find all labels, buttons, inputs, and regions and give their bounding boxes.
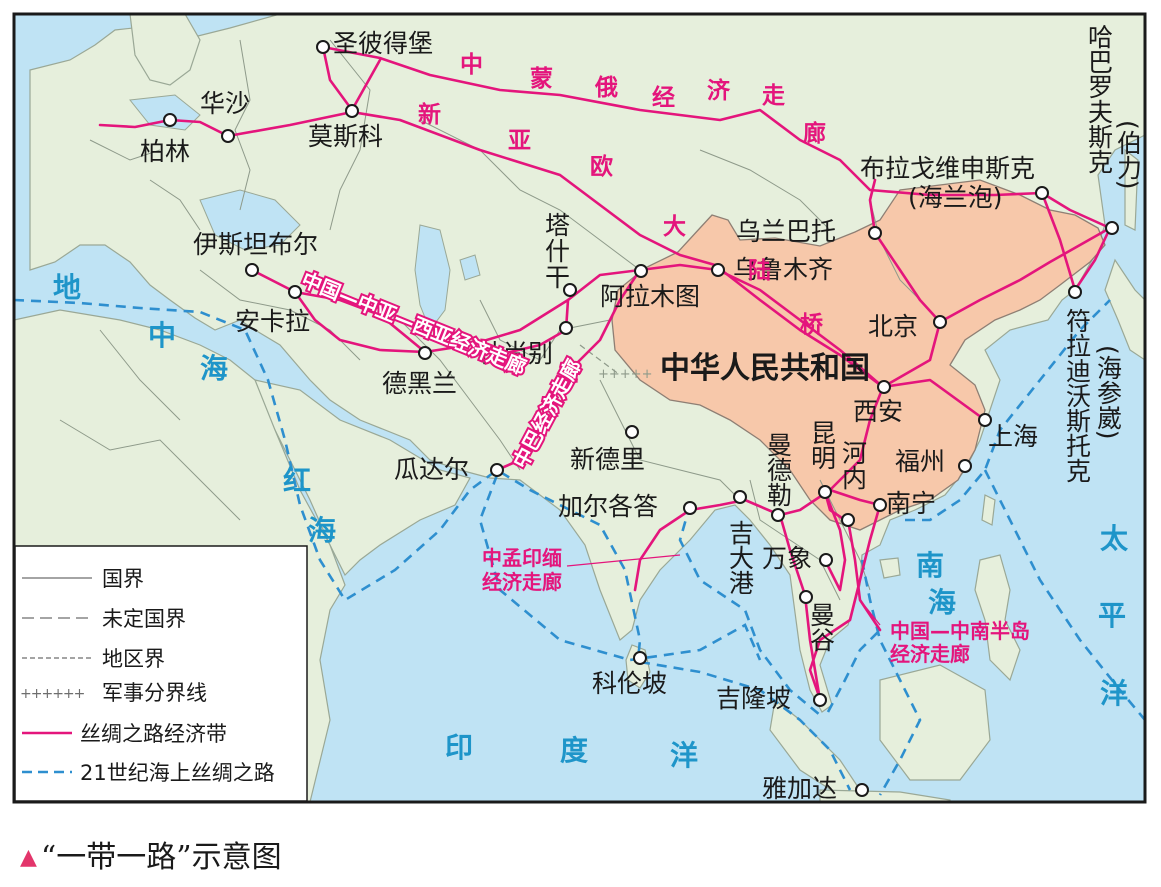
route-cmr-char-6: 走 bbox=[762, 83, 785, 109]
city-chittagong: 吉大港 bbox=[726, 520, 755, 595]
city-ankara: 安卡拉 bbox=[235, 307, 310, 336]
city-beijing: 北京 bbox=[868, 312, 918, 341]
sea-south-china-2: 海 bbox=[928, 586, 956, 619]
sea-indian-2: 度 bbox=[560, 734, 588, 767]
city-ulaanbaatar: 乌兰巴托 bbox=[736, 217, 836, 246]
city-shanghai: 上海 bbox=[988, 422, 1038, 451]
sea-mediterranean-2: 中 bbox=[148, 319, 176, 352]
disputed-border bbox=[579, 344, 621, 376]
route-cmr-char-7: 廊 bbox=[803, 120, 826, 147]
maritime-silk-road bbox=[14, 298, 1145, 796]
corridor-cicp-line1: 中国—中南半岛 bbox=[890, 619, 1030, 643]
route-eurasia-char-5: 陆 bbox=[748, 258, 771, 284]
city-vientiane: 万象 bbox=[762, 544, 812, 573]
sea-red-2: 海 bbox=[308, 514, 336, 547]
legend-label-national-border: 国界 bbox=[102, 567, 144, 591]
legend-label-undetermined-border: 未定国界 bbox=[102, 607, 186, 631]
legend-label-regional-border: 地区界 bbox=[102, 647, 165, 671]
route-eurasia-char-2: 亚 bbox=[508, 128, 531, 154]
caption-text: “一带一路”示意图 bbox=[40, 840, 282, 875]
route-cmr-char-2: 蒙 bbox=[530, 66, 553, 92]
sea-south-china-1: 南 bbox=[916, 549, 944, 582]
city-xian: 西安 bbox=[853, 397, 903, 426]
sea-red-1: 红 bbox=[283, 464, 311, 497]
route-eurasia-char-1: 新 bbox=[418, 101, 441, 128]
city-tashkent: 塔什干 bbox=[542, 212, 571, 290]
city-khabarovsk-note: (伯力) bbox=[1114, 120, 1143, 190]
city-mandalay: 曼德勒 bbox=[764, 432, 793, 507]
city-moscow: 莫斯科 bbox=[308, 122, 383, 151]
city-petersburg: 圣彼得堡 bbox=[333, 29, 433, 58]
legend-label-silk-road-belt: 丝绸之路经济带 bbox=[80, 722, 227, 746]
city-berlin: 柏林 bbox=[140, 137, 190, 166]
legend-box bbox=[14, 545, 308, 802]
city-urumqi: 乌鲁木齐 bbox=[733, 255, 833, 284]
map-frame bbox=[12, 12, 1147, 804]
legend-label-maritime-silk-road: 21世纪海上丝绸之路 bbox=[80, 761, 275, 785]
city-tehran: 德黑兰 bbox=[382, 369, 457, 398]
route-cmr-char-3: 俄 bbox=[594, 75, 618, 101]
city-vladivostok-note: (海参崴) bbox=[1094, 345, 1123, 440]
route-eurasia-char-3: 欧 bbox=[590, 154, 613, 180]
triangle-marker-icon: ▲ bbox=[20, 845, 37, 870]
route-eurasia-char-4: 大 bbox=[663, 214, 686, 240]
country-china: 中华人民共和国 bbox=[660, 351, 870, 386]
city-markers bbox=[163, 40, 1119, 797]
city-kunming: 昆明 bbox=[808, 420, 837, 470]
legend: 国界 未定国界 地区界 ++++++ 军事分界线 丝绸之路经济带 21世纪海上丝… bbox=[14, 545, 308, 802]
sea-pacific-3: 洋 bbox=[1100, 677, 1128, 710]
corridor-cicp-line2: 经济走廊 bbox=[890, 642, 970, 666]
route-cmr-char-1: 中 bbox=[460, 52, 483, 78]
sea-indian-1: 印 bbox=[445, 731, 473, 764]
corridor-bcim-line1: 中孟印缅 bbox=[482, 546, 562, 570]
china-territory bbox=[611, 179, 1106, 531]
silk-road-economic-belt bbox=[98, 45, 1112, 707]
city-vladivostok: 符拉迪沃斯托克 bbox=[1063, 308, 1092, 483]
city-kuala-lumpur: 吉隆坡 bbox=[716, 684, 791, 713]
city-nanning: 南宁 bbox=[886, 489, 936, 518]
city-blagoveshchensk-note: (海兰泡) bbox=[908, 183, 1003, 212]
route-cmr-char-5: 济 bbox=[707, 77, 731, 104]
military-demarcation-marks: +++++ bbox=[598, 367, 652, 382]
sea-mediterranean-1: 地 bbox=[53, 271, 81, 304]
city-dushanbe: 杜尚别 bbox=[478, 339, 553, 368]
route-eurasia-char-6: 桥 bbox=[800, 311, 824, 338]
corridor-leader-lines bbox=[566, 554, 881, 626]
sea-pacific-2: 平 bbox=[1098, 599, 1126, 632]
city-blagoveshchensk: 布拉戈维申斯克 bbox=[860, 154, 1035, 183]
city-gwadar: 瓜达尔 bbox=[394, 455, 469, 484]
figure-caption: ▲ “一带一路”示意图 bbox=[20, 832, 282, 876]
city-colombo: 科伦坡 bbox=[592, 669, 667, 698]
sea-mediterranean-3: 海 bbox=[200, 352, 228, 385]
city-bangkok: 曼谷 bbox=[807, 602, 836, 652]
city-istanbul: 伊斯坦布尔 bbox=[193, 230, 318, 259]
city-khabarovsk: 哈巴罗夫斯克 bbox=[1085, 24, 1114, 174]
sea-indian-3: 洋 bbox=[670, 739, 698, 772]
city-jakarta: 雅加达 bbox=[762, 774, 837, 803]
legend-label-military-line: 军事分界线 bbox=[102, 681, 207, 705]
city-warsaw: 华沙 bbox=[200, 89, 250, 118]
sea-pacific-1: 太 bbox=[1100, 522, 1129, 555]
city-new-delhi: 新德里 bbox=[570, 445, 645, 474]
city-alatau: 阿拉木图 bbox=[600, 282, 700, 311]
corridor-bcim-line2: 经济走廊 bbox=[482, 570, 562, 594]
city-hanoi: 河内 bbox=[839, 440, 868, 490]
legend-swatch-military-line: ++++++ bbox=[20, 686, 85, 702]
city-fuzhou: 福州 bbox=[895, 447, 945, 476]
city-kolkata: 加尔各答 bbox=[558, 492, 658, 521]
route-cmr-char-4: 经 bbox=[652, 84, 675, 111]
